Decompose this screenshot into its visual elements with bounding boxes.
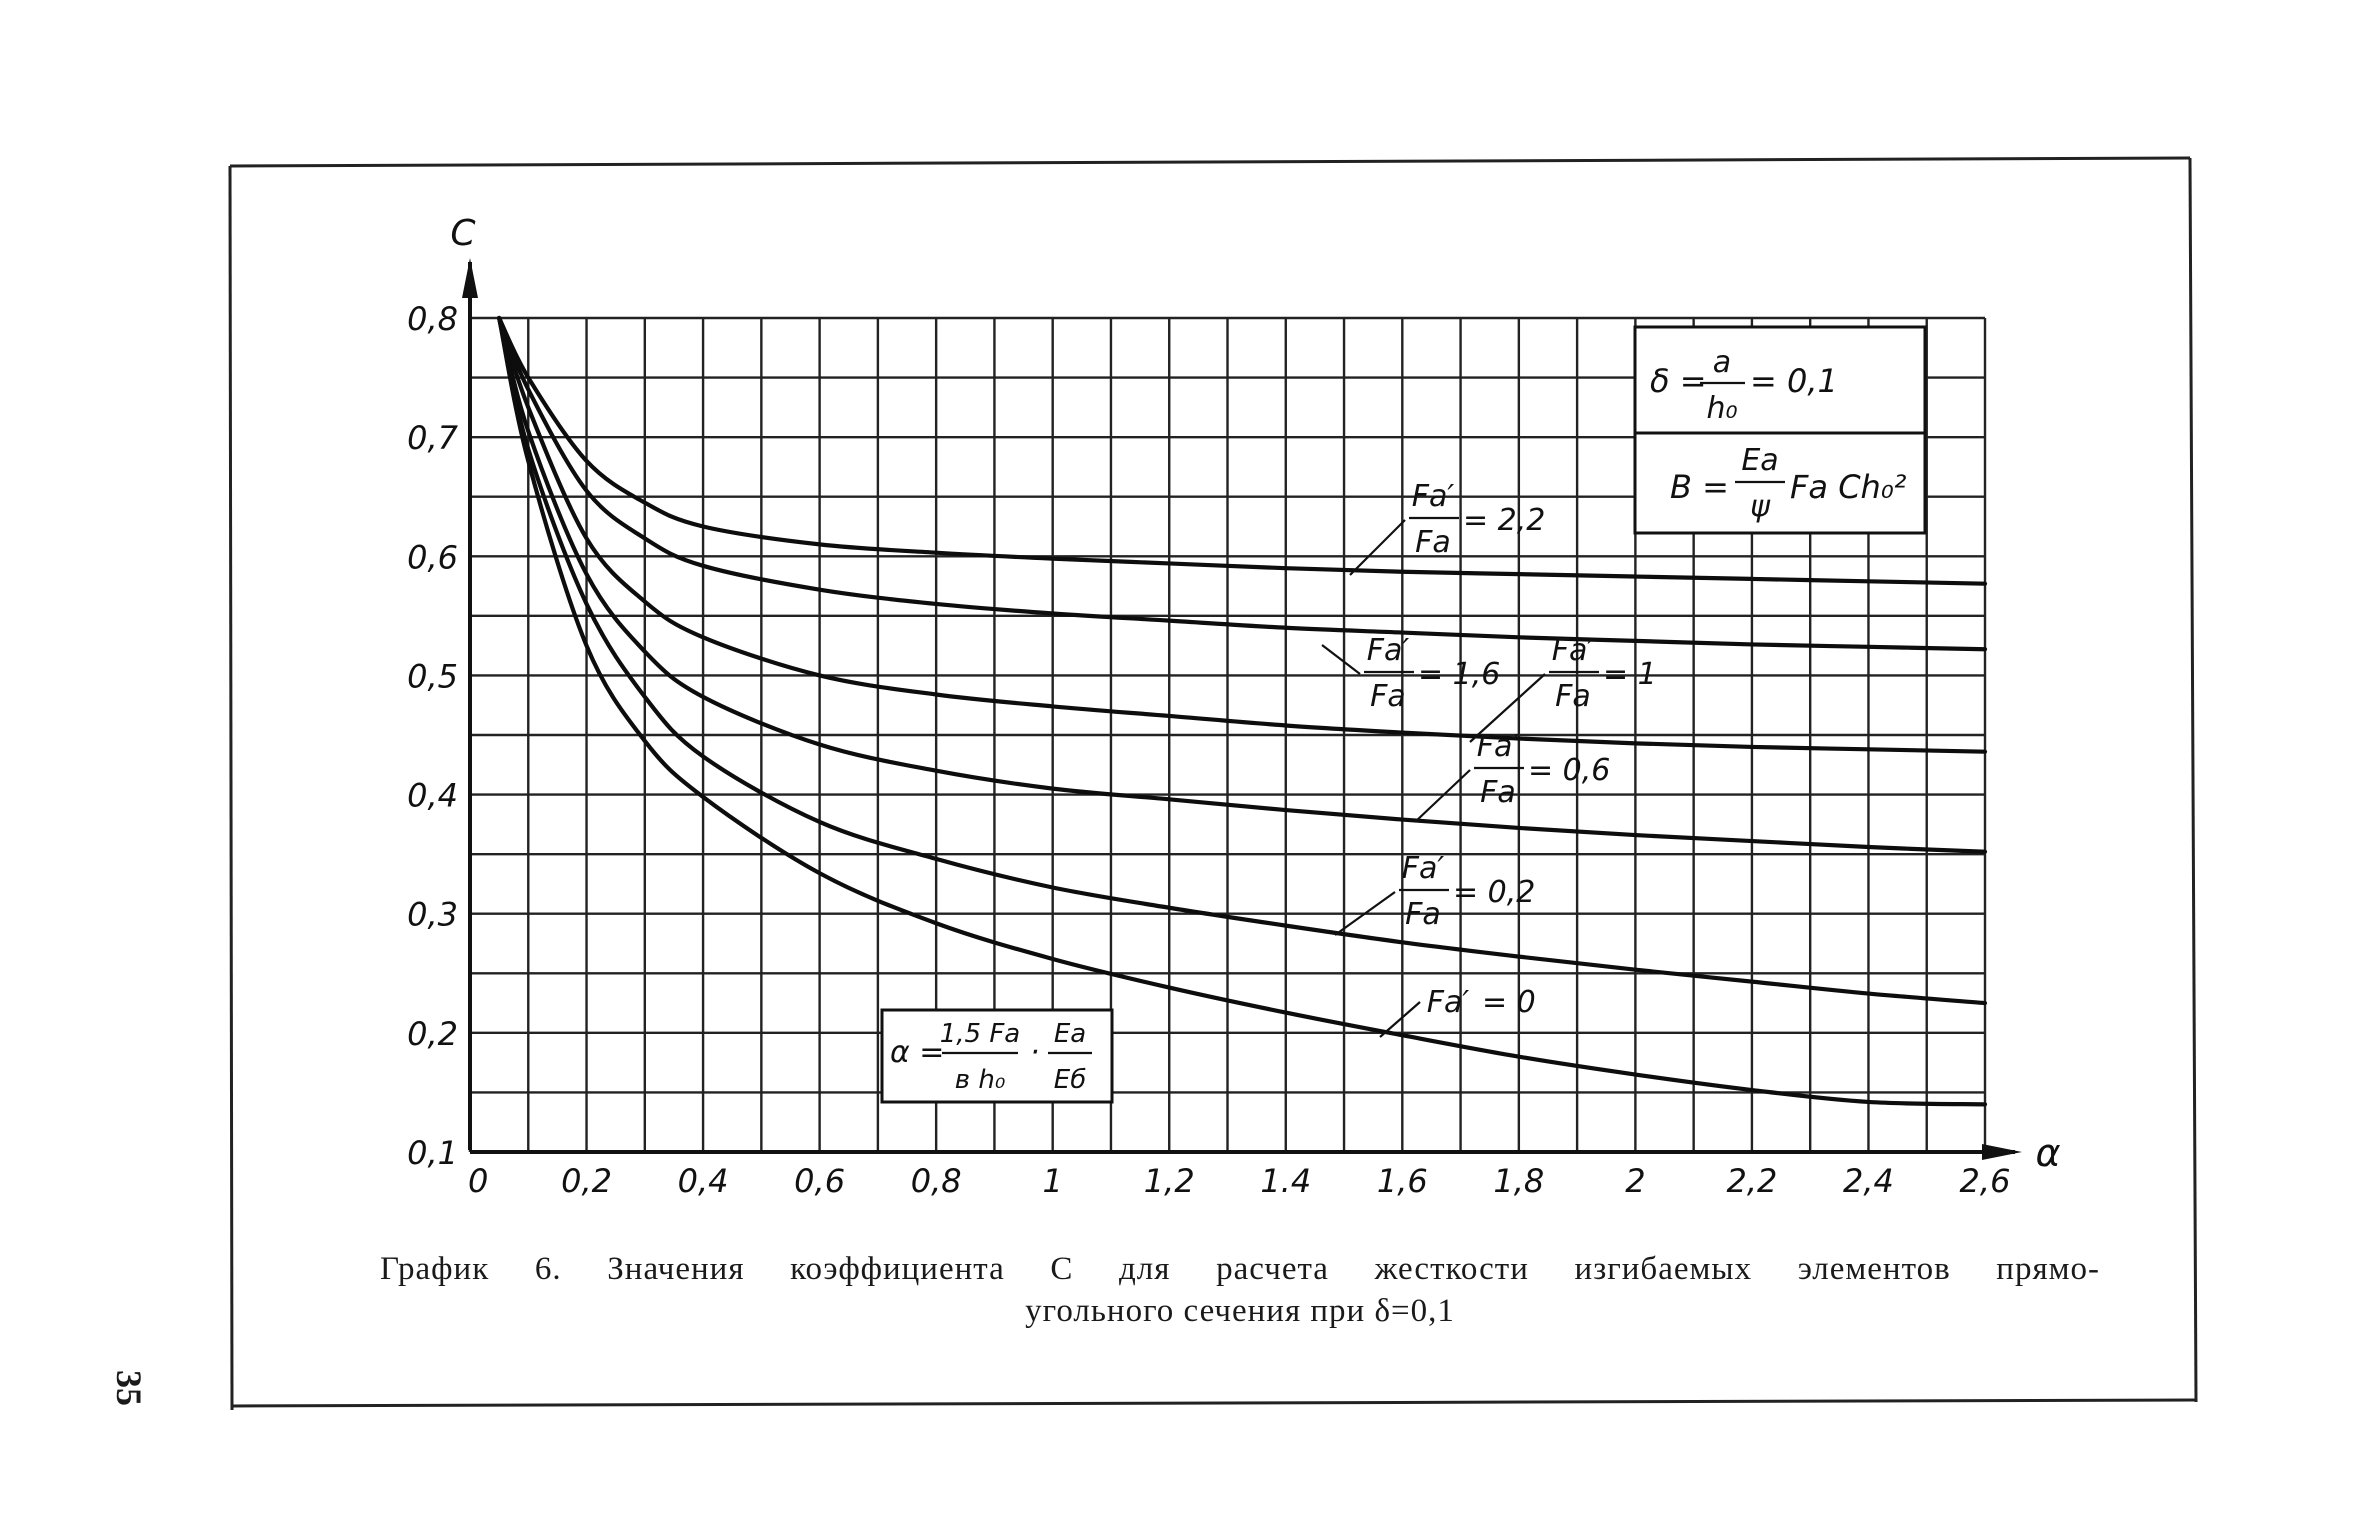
- series-label-value: = 0: [1482, 985, 1536, 1020]
- delta-box-frame: [1633, 325, 1927, 435]
- frame-right-line: [2188, 157, 2198, 1403]
- delta-den: h₀: [1706, 391, 1737, 426]
- caption-line-1: График 6. Значения коэффициента С для ра…: [380, 1251, 2100, 1287]
- x-tick-label: 2,6: [1960, 1162, 2011, 1200]
- x-tick-labels: 0 0,2 0,4 0,6 0,8 1 1,2 1.4 1,6 1,8 2 2,2 2,4 2,6: [468, 1162, 2010, 1200]
- alpha-dot: ·: [1030, 1035, 1040, 1070]
- series-label-numerator: Fa′: [1402, 851, 1445, 886]
- series-label-leader: [1414, 769, 1471, 823]
- y-tick-label: 0,3: [407, 896, 458, 934]
- y-tick-label: 0,5: [407, 657, 458, 695]
- y-tick-label: 0,1: [407, 1134, 458, 1172]
- delta-formula-box: δ = a h₀ = 0,1: [1633, 325, 1927, 435]
- b-num: Eа: [1741, 443, 1778, 478]
- series-line-5: [497, 315, 1988, 1107]
- series-line-4: [497, 315, 1988, 1006]
- series-curves: [497, 315, 1988, 1107]
- x-axis-arrow-icon: [1982, 1144, 2022, 1160]
- alpha-den2: Eб: [1054, 1065, 1086, 1095]
- x-tick-label: 2: [1625, 1162, 1645, 1200]
- x-tick-label: 1.4: [1260, 1162, 1311, 1200]
- delta-num: a: [1713, 345, 1731, 380]
- series-label-denominator: Fa: [1415, 525, 1451, 560]
- y-axis-label: C: [450, 213, 476, 254]
- series-label-value: = 0,6: [1528, 753, 1610, 788]
- y-tick-labels: 0,1 0,2 0,3 0,4 0,5 0,6 0,7 0,8: [407, 300, 459, 1172]
- series-label-numerator: Fa′: [1477, 729, 1520, 764]
- x-tick-label: 1: [1043, 1162, 1063, 1200]
- b-rhs: Fа Ch₀²: [1790, 468, 1907, 506]
- series-line-3: [497, 315, 1988, 854]
- delta-lhs: δ =: [1650, 362, 1707, 400]
- x-tick-label: 0,8: [911, 1162, 962, 1200]
- x-tick-label: 1,2: [1144, 1162, 1195, 1200]
- b-den: ψ: [1750, 489, 1771, 524]
- x-tick-label: 0,2: [561, 1162, 612, 1200]
- series-line-0: [497, 315, 1988, 586]
- alpha-num2: Eа: [1054, 1019, 1086, 1049]
- b-lhs: B =: [1670, 468, 1729, 506]
- frame-left-line: [228, 165, 234, 1411]
- series-label-denominator: Fa: [1480, 775, 1516, 810]
- series-label-value: = 2,2: [1463, 503, 1545, 538]
- series-label-denominator: Fa: [1405, 897, 1441, 932]
- y-tick-label: 0,2: [407, 1015, 458, 1053]
- b-box-frame: [1633, 431, 1927, 535]
- series-line-1: [497, 315, 1988, 652]
- chart: C α 0,10,20,30,40,50,60,70,8 0 0,2 0,4 0,6 0…: [407, 213, 2060, 1200]
- series-labels: Fa′Fa= 2,2Fa′Fa= 1,6Fa′Fa= 1Fa′Fa= 0,6Fa…: [1321, 479, 1657, 1038]
- b-formula-box: B = Eа ψ Fа Ch₀²: [1633, 431, 1927, 535]
- x-tick-label: 1,8: [1493, 1162, 1544, 1200]
- series-label-leader: [1349, 519, 1406, 576]
- y-tick-label: 0,4: [407, 777, 458, 815]
- x-tick-label: 2,2: [1726, 1162, 1777, 1200]
- series-label-numerator: Fa′: [1427, 985, 1470, 1020]
- caption-line-2: угольного сечения при δ=0,1: [1025, 1293, 1455, 1329]
- figure-caption: График 6. Значения коэффициента С для ра…: [380, 1248, 2100, 1332]
- alpha-formula-box: α = 1,5 Fа в h₀ · Eа Eб: [880, 1008, 1114, 1104]
- series-label-leader: [1379, 1001, 1421, 1038]
- x-tick-label: 2,4: [1843, 1162, 1894, 1200]
- series-label-leader: [1334, 891, 1396, 936]
- frame-top-line: [229, 156, 2191, 168]
- frame-bottom-line: [231, 1398, 2197, 1408]
- series-label-numerator: Fa′: [1367, 633, 1410, 668]
- delta-rhs: = 0,1: [1750, 362, 1838, 400]
- alpha-num1: 1,5 Fа: [940, 1019, 1021, 1049]
- series-label-value: = 0,2: [1453, 875, 1535, 910]
- x-tick-label: 0,6: [794, 1162, 845, 1200]
- alpha-den1: в h₀: [955, 1065, 1006, 1095]
- series-label-numerator: Fa′: [1552, 633, 1595, 668]
- x-axis-label: α: [2035, 1131, 2060, 1175]
- x-tick-label: 0: [468, 1162, 488, 1200]
- y-tick-label: 0,8: [407, 300, 458, 338]
- x-tick-label: 0,4: [678, 1162, 729, 1200]
- page-number: 35: [109, 1370, 149, 1406]
- series-label-leader: [1469, 673, 1546, 743]
- x-tick-label: 1,6: [1377, 1162, 1428, 1200]
- series-label-value: = 1: [1603, 657, 1657, 692]
- series-label-leader: [1321, 644, 1361, 675]
- y-tick-label: 0,7: [407, 419, 459, 457]
- series-label-denominator: Fa: [1370, 679, 1406, 714]
- series-label-denominator: Fa: [1555, 679, 1591, 714]
- series-label-value: = 1,6: [1418, 657, 1500, 692]
- alpha-box-frame: [880, 1008, 1114, 1104]
- y-axis-arrow-icon: [462, 258, 478, 298]
- chart-axes: C α: [450, 213, 2060, 1175]
- y-tick-label: 0,6: [407, 538, 458, 576]
- series-line-2: [497, 315, 1988, 754]
- series-label-numerator: Fa′: [1412, 479, 1455, 514]
- alpha-lhs: α =: [890, 1035, 944, 1070]
